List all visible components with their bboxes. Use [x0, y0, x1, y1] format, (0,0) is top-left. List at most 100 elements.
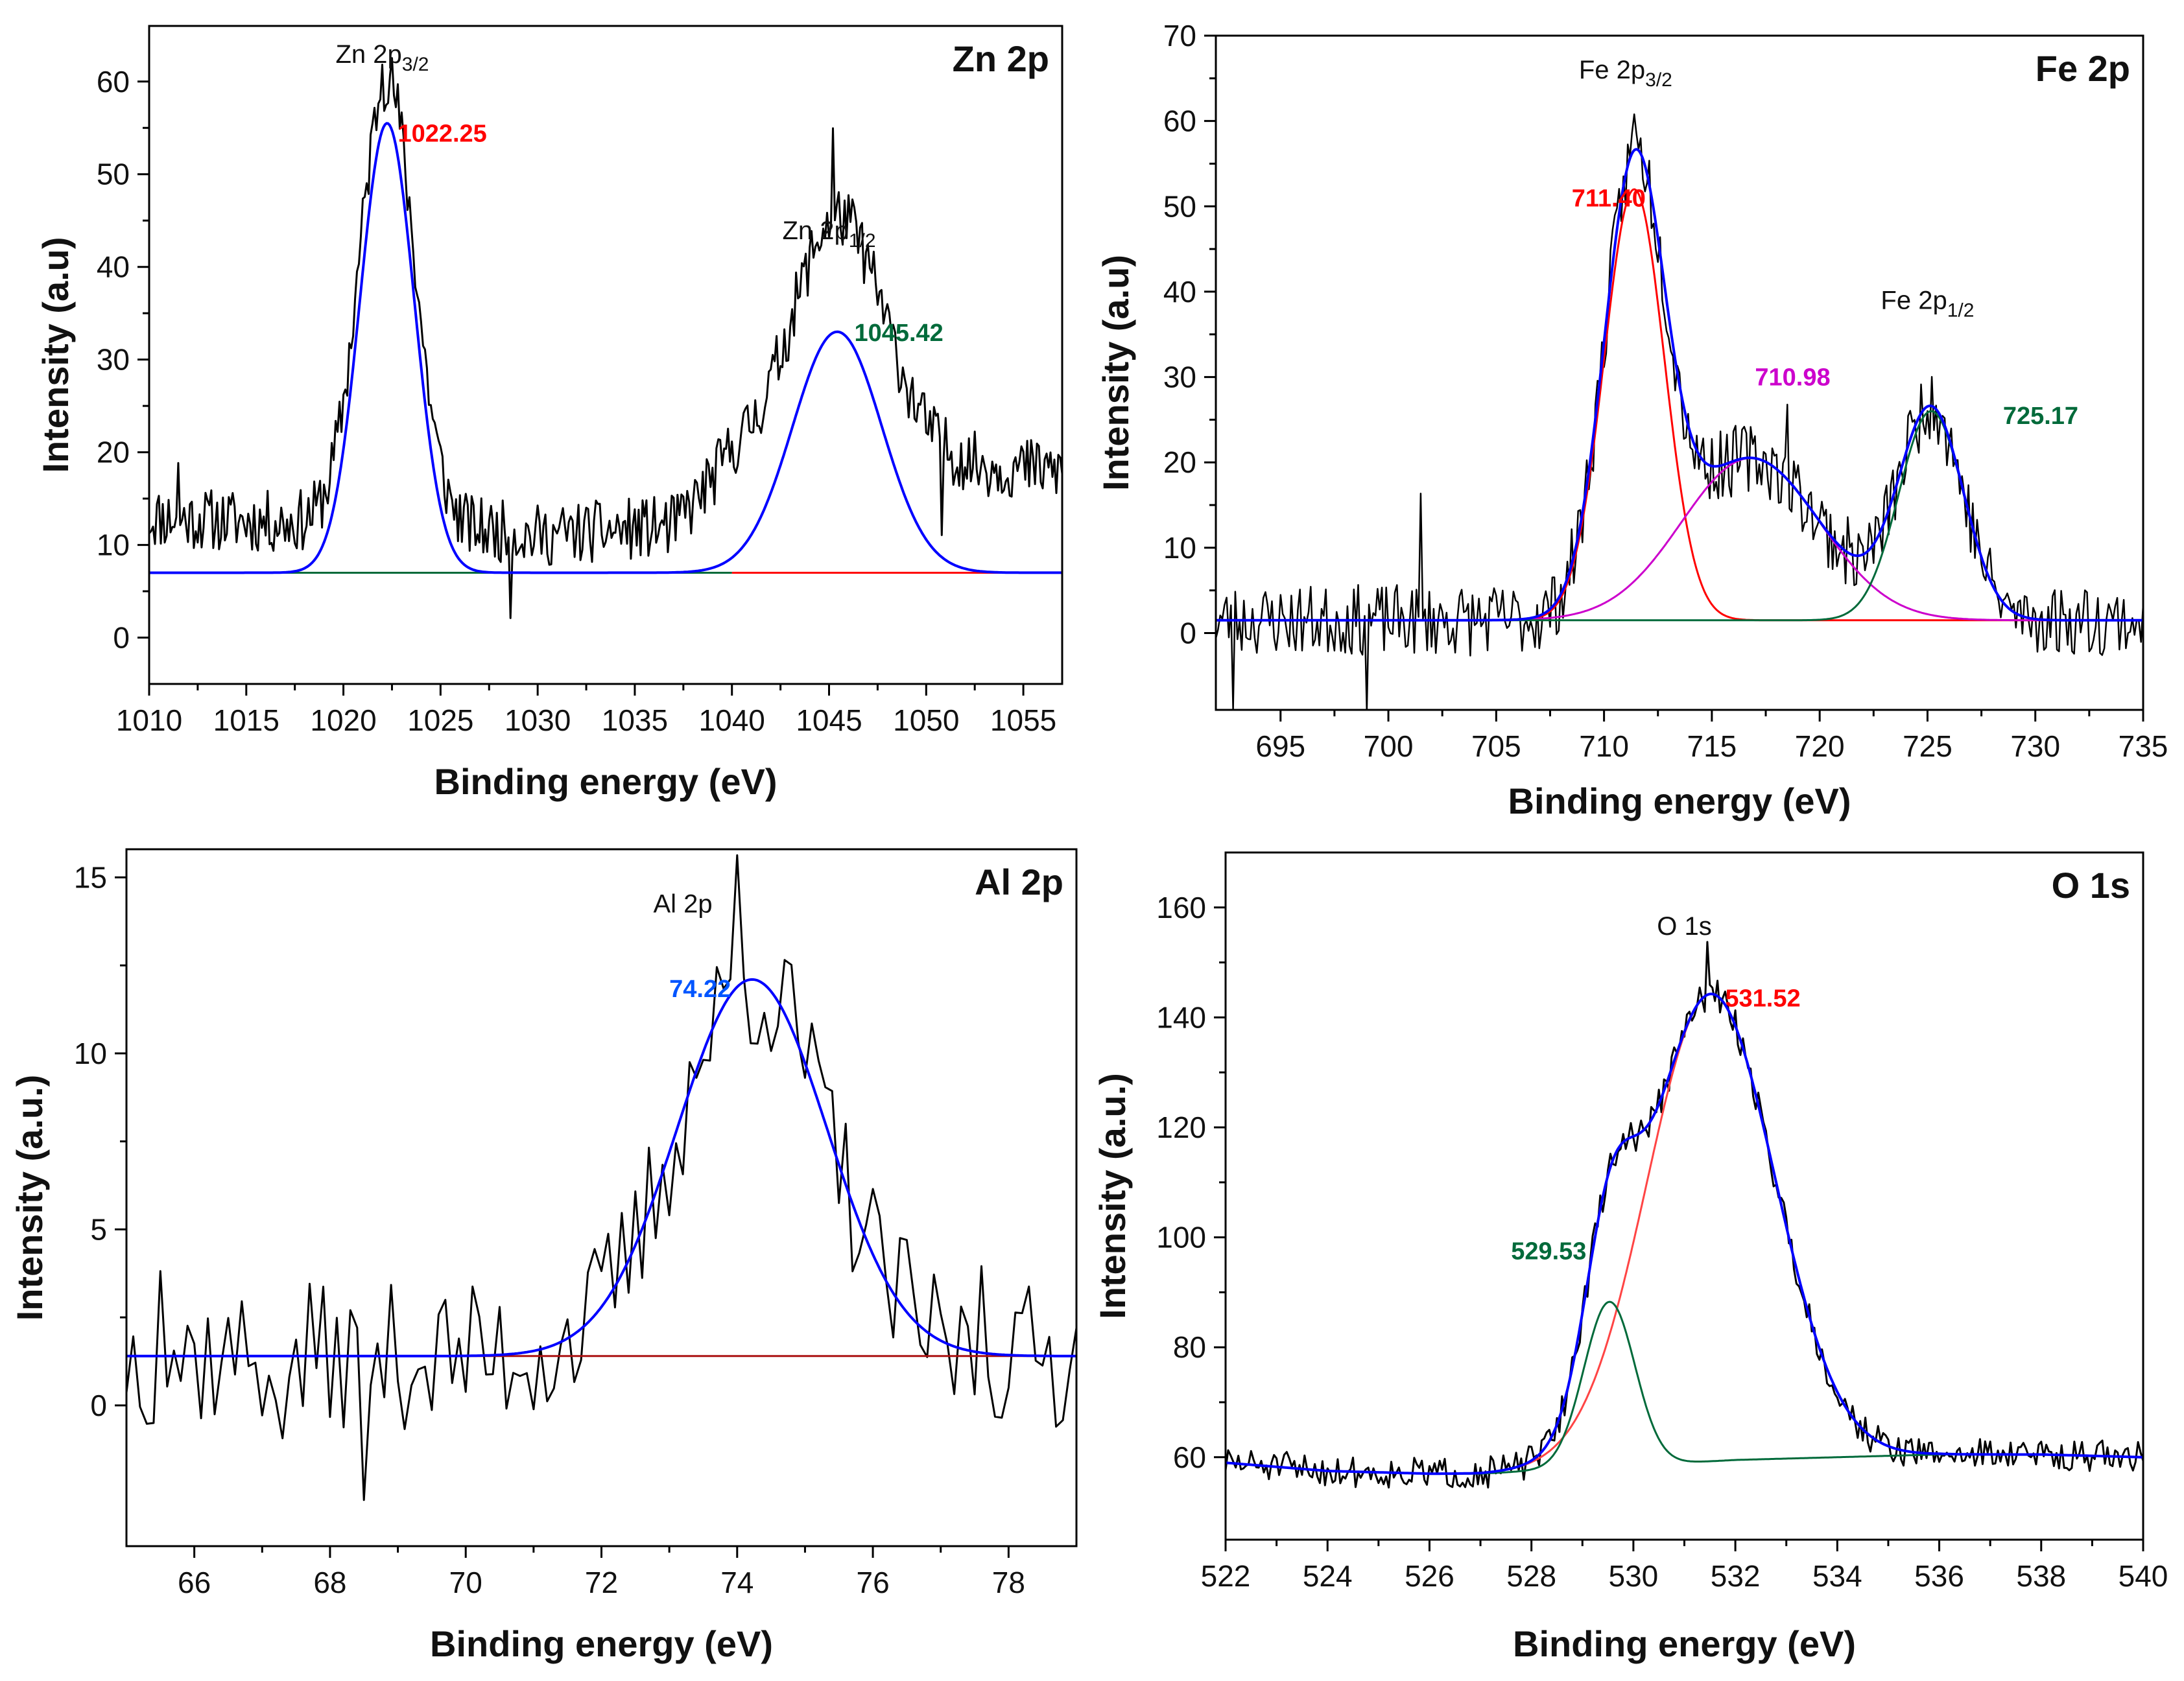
x-tick-label: 715 — [1687, 729, 1737, 763]
peak-position-annotation: 1022.25 — [398, 121, 486, 148]
y-tick-label: 140 — [1156, 1000, 1206, 1034]
y-tick-label: 10 — [1163, 531, 1196, 565]
peak-label: Fe 2p3/2 — [1579, 56, 1672, 91]
series-peak-531-52 — [1226, 993, 2143, 1475]
y-tick-label: 30 — [1163, 360, 1196, 394]
x-tick-label: 528 — [1506, 1559, 1556, 1593]
y-tick-label: 50 — [1163, 189, 1196, 223]
peak-position-annotation: 710.98 — [1755, 364, 1830, 392]
y-tick-label: 20 — [97, 436, 130, 469]
plot-area — [149, 57, 1062, 619]
y-tick-label: 70 — [1163, 19, 1196, 53]
axes-frame — [1224, 851, 2144, 1541]
x-axis-title: Binding energy (eV) — [1508, 781, 1851, 821]
panel-al-2p: 66 68 70 72 74 76 78 0 5 10 15 Binding energy (eV) I… — [9, 848, 1078, 1664]
axes-frame — [148, 25, 1063, 685]
peak-label-base: Fe 2p — [1579, 56, 1645, 84]
x-tick-label: 735 — [2119, 729, 2168, 763]
x-tick-label: 68 — [313, 1566, 346, 1599]
x-tick-label: 1050 — [893, 703, 959, 737]
x-tick-label: 74 — [720, 1566, 754, 1599]
series-peak-529-53 — [1226, 1300, 2143, 1475]
peak-label-base: Zn 2p — [783, 217, 849, 245]
series-raw — [149, 57, 1062, 619]
peak-label-base: Zn 2p — [335, 40, 401, 69]
series-peak-725-17 — [1216, 410, 2143, 622]
x-tick-label: 700 — [1364, 729, 1414, 763]
peak-label-base: O 1s — [1657, 912, 1711, 941]
y-axis-title: Intensity (a.u) — [1095, 255, 1136, 491]
y-tick-label: 40 — [97, 250, 130, 284]
series-envelope — [1226, 993, 2143, 1475]
x-tick-label: 526 — [1405, 1559, 1454, 1593]
series-raw — [1226, 941, 2143, 1489]
y-tick-label: 10 — [74, 1037, 107, 1070]
plot-area — [1226, 941, 2143, 1489]
peak-label-base: Al 2p — [653, 890, 712, 919]
y-tick-label: 0 — [1180, 617, 1196, 650]
x-tick-label: 1030 — [504, 703, 571, 737]
y-tick-label: 120 — [1156, 1111, 1206, 1144]
x-tick-label: 1025 — [407, 703, 473, 737]
x-tick-label: 1020 — [310, 703, 376, 737]
peak-label-subscript: 3/2 — [1645, 69, 1672, 91]
series-raw — [1216, 113, 2143, 710]
y-axis-title: Intensity (a.u.) — [1092, 1073, 1133, 1319]
peak-label: Al 2p — [653, 890, 712, 919]
x-tick-label: 710 — [1579, 729, 1629, 763]
x-tick-label: 720 — [1795, 729, 1845, 763]
x-axis-title: Binding energy (eV) — [1513, 1623, 1856, 1664]
peak-position-annotation: 725.17 — [2003, 403, 2078, 430]
x-tick-label: 540 — [2119, 1559, 2168, 1593]
y-tick-label: 15 — [74, 860, 107, 894]
x-tick-label: 78 — [992, 1566, 1025, 1599]
peak-label-subscript: 3/2 — [402, 54, 429, 75]
series-envelope — [1216, 148, 2143, 622]
x-tick-label: 695 — [1255, 729, 1305, 763]
y-tick-label: 80 — [1173, 1330, 1206, 1364]
x-tick-label: 524 — [1303, 1559, 1353, 1593]
y-tick-label: 0 — [90, 1389, 107, 1422]
panel-zn-2p: 1010 1015 1020 1025 1030 1035 1040 1045 1050 1055… — [35, 25, 1063, 802]
y-tick-label: 40 — [1163, 275, 1196, 309]
y-axis-title: Intensity (a.u.) — [9, 1075, 50, 1321]
panel-o-1s: 522 524 526 528 530 532 534 536 538 540 60 80 100 120… — [1092, 851, 2168, 1664]
panel-title: Al 2p — [975, 862, 1063, 902]
peak-label: Zn 2p1/2 — [783, 217, 876, 252]
x-tick-label: 1040 — [699, 703, 765, 737]
peak-position-annotation: 1045.42 — [854, 320, 943, 347]
y-tick-label: 160 — [1156, 891, 1206, 924]
x-tick-label: 534 — [1812, 1559, 1862, 1593]
y-tick-label: 10 — [97, 528, 130, 562]
x-tick-label: 1055 — [990, 703, 1056, 737]
x-tick-label: 730 — [2010, 729, 2060, 763]
x-axis-title: Binding energy (eV) — [434, 761, 777, 802]
peak-label: O 1s — [1657, 912, 1711, 941]
x-tick-label: 532 — [1711, 1559, 1761, 1593]
x-tick-label: 536 — [1914, 1559, 1964, 1593]
series-raw — [126, 854, 1076, 1501]
peak-label-subscript: 1/2 — [849, 230, 876, 252]
x-tick-label: 1045 — [796, 703, 862, 737]
y-axis-title: Intensity (a.u) — [35, 237, 76, 473]
x-tick-label: 1010 — [116, 703, 182, 737]
x-tick-label: 530 — [1609, 1559, 1659, 1593]
panel-title: O 1s — [2052, 865, 2130, 906]
x-tick-label: 538 — [2016, 1559, 2066, 1593]
x-tick-label: 522 — [1201, 1559, 1251, 1593]
series-fit — [149, 122, 1062, 574]
series-fit — [126, 978, 1076, 1358]
y-tick-label: 60 — [1163, 104, 1196, 138]
peak-position-annotation: 711.40 — [1572, 185, 1646, 212]
plot-area — [126, 854, 1076, 1501]
panel-title: Fe 2p — [2036, 48, 2130, 89]
y-tick-label: 5 — [90, 1212, 107, 1246]
x-tick-label: 1035 — [602, 703, 668, 737]
x-tick-label: 70 — [449, 1566, 482, 1599]
y-tick-label: 20 — [1163, 445, 1196, 479]
x-tick-label: 76 — [856, 1566, 889, 1599]
peak-label: Zn 2p3/2 — [335, 40, 429, 75]
axes-frame — [1215, 34, 2144, 711]
plot-area — [1216, 113, 2143, 710]
